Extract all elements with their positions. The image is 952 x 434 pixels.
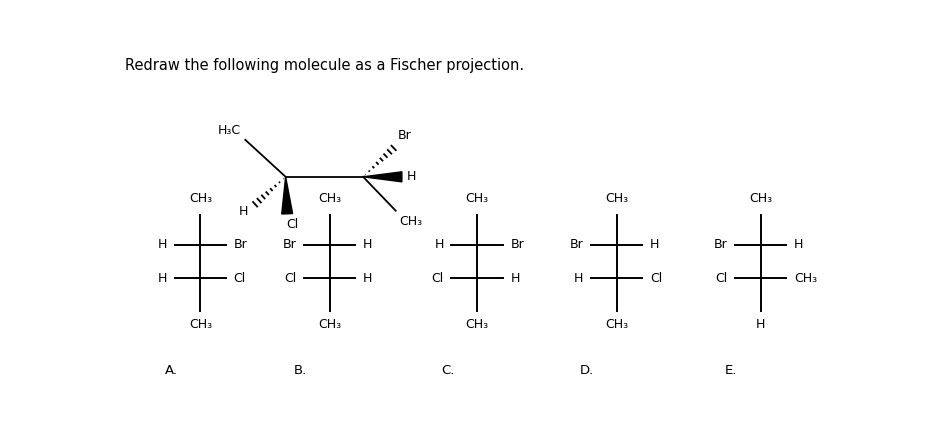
Text: Br: Br [714,238,727,251]
Text: B.: B. [294,364,307,377]
Text: CH₃: CH₃ [605,318,628,331]
Text: Br: Br [398,129,412,142]
Polygon shape [363,172,402,182]
Text: H: H [363,272,372,285]
Text: Br: Br [233,238,248,251]
Text: H: H [158,238,167,251]
Text: D.: D. [580,364,594,377]
Text: C.: C. [441,364,454,377]
Text: Cl: Cl [715,272,727,285]
Text: CH₃: CH₃ [749,192,772,205]
Text: Br: Br [283,238,296,251]
Text: CH₃: CH₃ [188,318,212,331]
Text: Cl: Cl [650,272,663,285]
Text: Cl: Cl [285,272,296,285]
Text: CH₃: CH₃ [188,192,212,205]
Text: H: H [434,238,444,251]
Text: Cl: Cl [233,272,246,285]
Text: H: H [794,238,803,251]
Text: Redraw the following molecule as a Fischer projection.: Redraw the following molecule as a Fisch… [126,58,525,73]
Text: CH₃: CH₃ [399,215,422,228]
Text: H: H [363,238,372,251]
Text: H₃C: H₃C [218,124,241,137]
Text: CH₃: CH₃ [466,192,488,205]
Text: H: H [650,238,659,251]
Text: H: H [407,170,416,183]
Text: Br: Br [510,238,525,251]
Text: CH₃: CH₃ [318,192,342,205]
Text: H: H [574,272,584,285]
Text: CH₃: CH₃ [794,272,817,285]
Text: CH₃: CH₃ [318,318,342,331]
Text: A.: A. [165,364,177,377]
Text: H: H [239,205,248,218]
Text: H: H [158,272,167,285]
Text: H: H [756,318,765,331]
Text: CH₃: CH₃ [605,192,628,205]
Text: Cl: Cl [287,218,299,231]
Text: H: H [510,272,520,285]
Text: Br: Br [569,238,584,251]
Text: Cl: Cl [431,272,444,285]
Text: CH₃: CH₃ [466,318,488,331]
Text: E.: E. [725,364,738,377]
Polygon shape [282,177,292,214]
